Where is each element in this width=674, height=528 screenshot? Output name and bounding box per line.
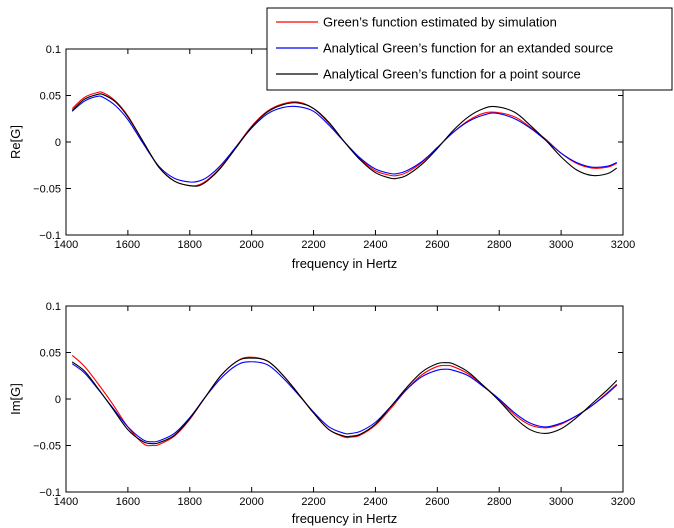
bottom-plot-xlabel: frequency in Hertz xyxy=(292,511,398,526)
top-plot-ytick-label: −0.05 xyxy=(33,184,61,196)
top-plot-xtick-label: 2000 xyxy=(239,239,263,251)
bottom-plot-ylabel: Im[G] xyxy=(8,383,23,415)
legend-label-extended-source: Analytical Green’s function for an extan… xyxy=(323,41,613,56)
bottom-plot-ytick-label: −0.05 xyxy=(33,441,61,453)
legend-label-point-source: Analytical Green’s function for a point … xyxy=(323,67,581,82)
bottom-plot-xtick-label: 3000 xyxy=(549,496,573,508)
bottom-plot-xtick-label: 2600 xyxy=(425,496,449,508)
bottom-plot-xtick-label: 2000 xyxy=(239,496,263,508)
legend-box xyxy=(266,7,673,91)
bottom-plot: 1400 1600 1800 2000 2200 2400 2600 2800 3000 3200… xyxy=(8,301,635,526)
bottom-plot-xtick-label: 1600 xyxy=(116,496,140,508)
bottom-plot-ticks: 1400 1600 1800 2000 2200 2400 2600 2800 3000 3200… xyxy=(33,301,635,508)
top-plot-ytick-label: 0 xyxy=(55,137,61,149)
bottom-plot-frame xyxy=(65,305,624,493)
top-plot-xtick-label: 2200 xyxy=(301,239,325,251)
top-plot-ticks: 1400 1600 1800 2000 2200 2400 2600 2800 3000 3200… xyxy=(33,44,635,251)
top-plot-xtick-label: 3200 xyxy=(611,239,635,251)
bottom-plot-xtick-label: 2800 xyxy=(487,496,511,508)
top-plot-ytick-label: −0.1 xyxy=(39,230,61,242)
top-plot-series xyxy=(71,91,618,187)
bottom-plot-series-line-2 xyxy=(71,357,618,445)
top-plot-xtick-label: 1600 xyxy=(116,239,140,251)
top-plot-ytick-label: 0.1 xyxy=(46,44,61,56)
bottom-plot-xtick-label: 1400 xyxy=(54,496,78,508)
bottom-plot-ytick-label: 0.1 xyxy=(46,301,61,313)
bottom-plot-series xyxy=(71,354,618,447)
top-plot-xtick-label: 2600 xyxy=(425,239,449,251)
bottom-plot-xtick-label: 2400 xyxy=(363,496,387,508)
bottom-plot-series-line-0 xyxy=(71,354,618,447)
top-plot-ylabel: Re[G] xyxy=(8,125,23,159)
top-plot-xtick-label: 1800 xyxy=(178,239,202,251)
top-plot-xtick-label: 1400 xyxy=(54,239,78,251)
bottom-plot-ytick-label: 0 xyxy=(55,394,61,406)
bottom-plot-xtick-label: 2200 xyxy=(301,496,325,508)
bottom-plot-ytick-label: 0.05 xyxy=(40,348,61,360)
top-plot-xtick-label: 2400 xyxy=(363,239,387,251)
top-plot-xtick-label: 3000 xyxy=(549,239,573,251)
bottom-plot-xtick-label: 1800 xyxy=(178,496,202,508)
legend: Green’s function estimated by simulation… xyxy=(266,7,673,91)
top-plot-series-line-2 xyxy=(71,93,618,187)
bottom-plot-xtick-label: 3200 xyxy=(611,496,635,508)
bottom-plot-series-line-1 xyxy=(71,361,618,443)
top-plot-ytick-label: 0.05 xyxy=(40,91,61,103)
legend-label-simulation: Green’s function estimated by simulation xyxy=(323,15,557,30)
top-plot-xlabel: frequency in Hertz xyxy=(292,256,398,271)
top-plot-xtick-label: 2800 xyxy=(487,239,511,251)
bottom-plot-ytick-label: −0.1 xyxy=(39,487,61,499)
